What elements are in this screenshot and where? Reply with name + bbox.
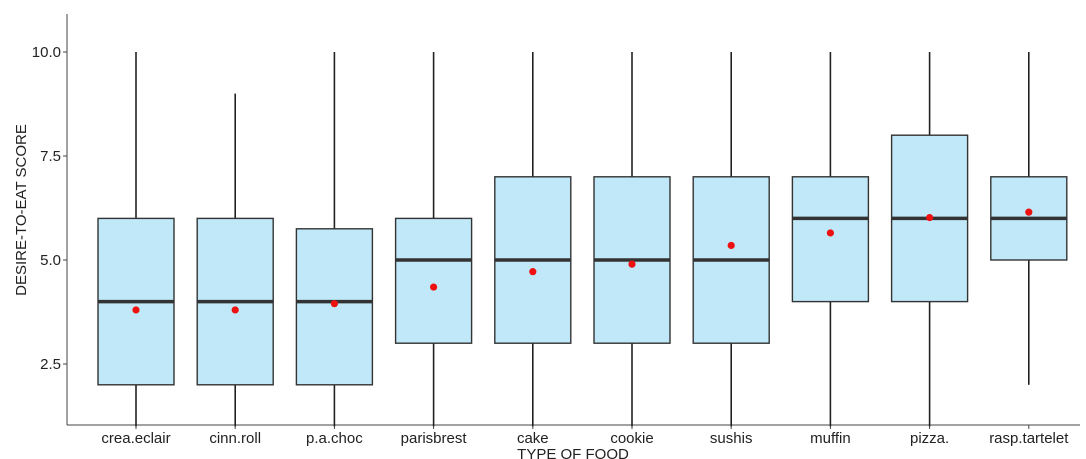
mean-point (826, 229, 835, 237)
x-axis-title: TYPE OF FOOD (517, 446, 629, 459)
x-tick-label: crea.eclair (101, 430, 170, 447)
x-tick-label: pizza. (910, 430, 949, 447)
x-tick-label: cookie (610, 430, 653, 447)
x-tick-label: parisbrest (401, 430, 468, 447)
mean-point (926, 213, 934, 222)
y-tick-label: 10.0 (32, 44, 61, 61)
x-tick-label: p.a.choc (306, 430, 363, 447)
x-tick-label: cake (517, 430, 549, 447)
x-tick-label: rasp.tartelet (989, 430, 1069, 447)
y-tick-label: 2.5 (40, 356, 61, 373)
y-axis-title: DESIRE-TO-EAT SCORE (13, 124, 30, 296)
mean-point (231, 306, 239, 314)
box-iqr (295, 228, 374, 386)
x-tick-label: muffin (810, 430, 851, 447)
x-tick-label: sushis (710, 430, 753, 447)
mean-point (727, 241, 735, 250)
mean-point (330, 300, 338, 308)
mean-point (132, 306, 140, 314)
box-iqr (394, 217, 473, 344)
mean-point (529, 268, 537, 276)
y-tick-label: 7.5 (40, 148, 61, 165)
mean-point (628, 260, 636, 268)
mean-point (1025, 208, 1033, 216)
mean-point (430, 283, 438, 291)
y-tick-label: 5.0 (40, 252, 61, 269)
x-tick-label: cinn.roll (209, 430, 261, 447)
box-iqr (791, 176, 870, 303)
